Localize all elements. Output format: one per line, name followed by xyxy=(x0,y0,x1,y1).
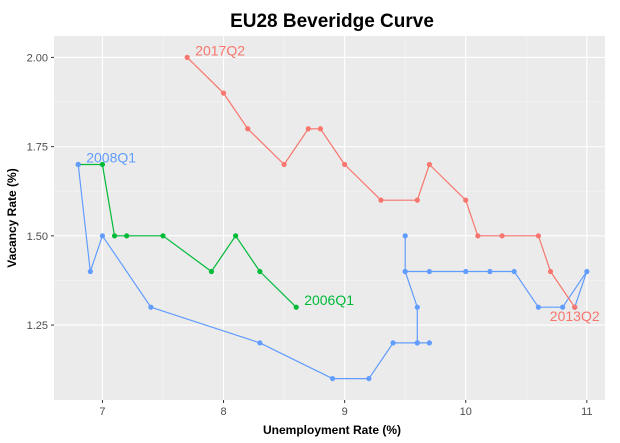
data-point xyxy=(366,375,372,382)
data-point xyxy=(257,340,263,346)
data-point xyxy=(475,233,481,239)
plot-panel xyxy=(54,36,605,400)
y-tick-label: 1.50 xyxy=(27,231,48,243)
data-point xyxy=(402,233,408,239)
data-point xyxy=(390,340,396,346)
data-point xyxy=(99,161,106,168)
point-annotation: 2017Q2 xyxy=(195,42,245,58)
data-point xyxy=(402,268,408,275)
data-point xyxy=(160,233,166,239)
point-annotation: 2006Q1 xyxy=(304,292,354,308)
data-point xyxy=(584,268,590,275)
data-point xyxy=(426,161,433,168)
x-tick-label: 7 xyxy=(99,406,105,418)
data-point xyxy=(305,126,311,132)
x-axis-title: Unemployment Rate (%) xyxy=(263,423,401,437)
data-point xyxy=(560,304,566,310)
data-point xyxy=(208,268,215,275)
data-point xyxy=(184,54,190,61)
series-layer xyxy=(75,54,590,382)
annotation-layer: 2017Q2 2008Q1 2006Q1 2013Q2 xyxy=(86,42,600,324)
data-point xyxy=(463,197,469,203)
data-point xyxy=(233,233,239,239)
data-point xyxy=(257,268,263,275)
point-annotation: 2008Q1 xyxy=(86,149,136,165)
data-point xyxy=(547,268,554,275)
data-point xyxy=(426,340,433,346)
data-point xyxy=(87,268,93,275)
data-point xyxy=(220,90,227,96)
data-point xyxy=(293,304,299,310)
data-point xyxy=(499,233,505,239)
y-tick-label: 2.00 xyxy=(27,52,48,64)
data-point xyxy=(426,268,433,275)
data-point xyxy=(414,340,420,346)
x-tick-label: 11 xyxy=(581,406,592,418)
data-point xyxy=(414,197,420,203)
data-point xyxy=(572,304,578,310)
data-point xyxy=(511,268,517,275)
data-point xyxy=(329,375,336,382)
data-point xyxy=(378,197,384,203)
x-tick-label: 8 xyxy=(220,406,226,418)
data-point xyxy=(414,304,420,310)
axis-layer: 7 8 9 10 11 1.25 1.50 1.75 2.00 xyxy=(27,52,593,418)
data-point xyxy=(111,233,118,239)
data-point xyxy=(535,304,541,310)
data-point xyxy=(99,233,106,239)
y-tick-label: 1.25 xyxy=(27,320,48,332)
data-point xyxy=(75,161,81,168)
data-point xyxy=(245,126,251,132)
x-tick-label: 10 xyxy=(460,406,472,418)
data-point xyxy=(487,268,493,275)
y-tick-label: 1.75 xyxy=(27,142,48,154)
x-tick-label: 9 xyxy=(342,406,348,418)
data-point xyxy=(342,161,348,168)
data-point xyxy=(124,233,130,239)
point-annotation: 2013Q2 xyxy=(550,308,600,324)
data-point xyxy=(535,233,541,239)
series-line xyxy=(186,56,576,308)
chart-title: EU28 Beveridge Curve xyxy=(230,11,434,32)
data-point xyxy=(281,161,287,168)
minor-gridlines xyxy=(54,36,605,400)
data-point xyxy=(317,126,324,132)
y-axis-title: Vacancy Rate (%) xyxy=(5,168,19,267)
data-point xyxy=(148,304,154,310)
data-point xyxy=(463,268,469,275)
